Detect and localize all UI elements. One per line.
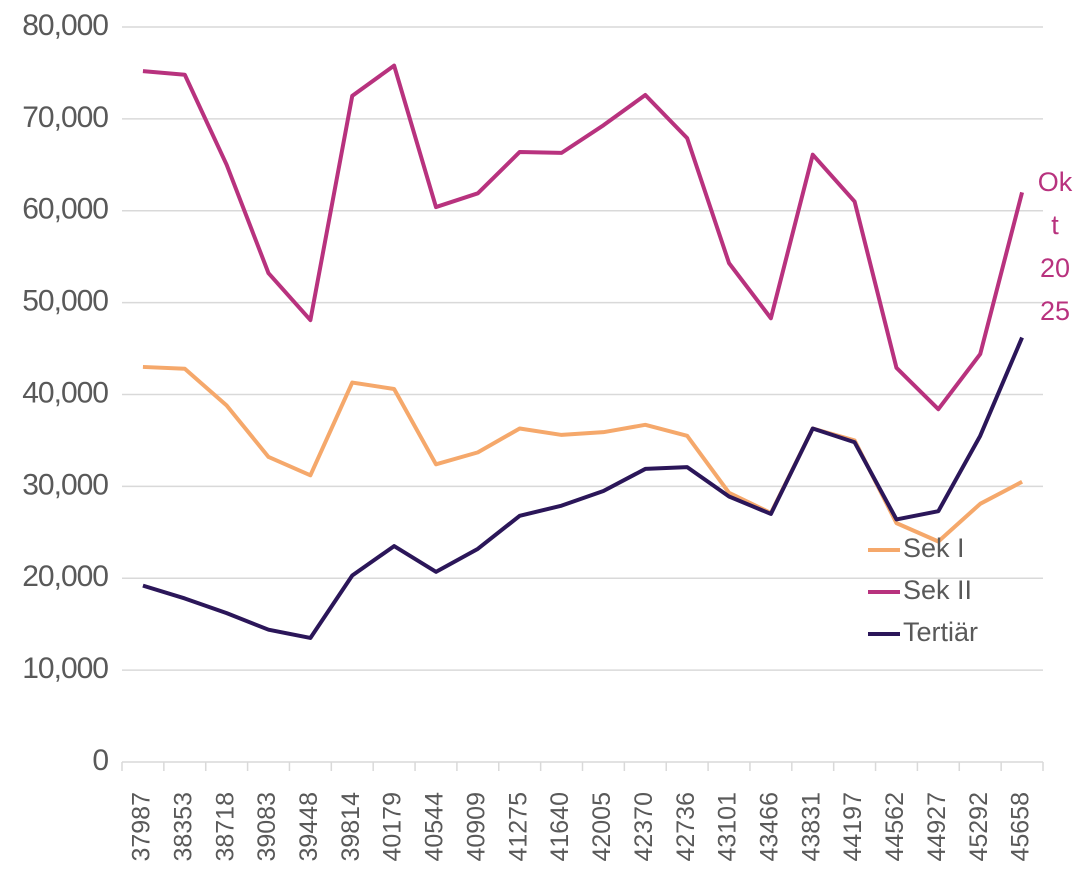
- x-tick-label: 42370: [630, 792, 658, 862]
- x-tick-label: 37987: [128, 792, 156, 862]
- y-tick-label: 0: [92, 744, 108, 777]
- x-tick-label: 43466: [755, 792, 783, 862]
- x-tick-label: 41640: [546, 792, 574, 862]
- x-tick-label: 45292: [965, 792, 993, 862]
- x-tick-label: 44927: [923, 792, 951, 862]
- series-line: [142, 63, 1025, 412]
- y-tick-label: 70,000: [22, 101, 108, 134]
- x-tick-label: 42736: [672, 792, 700, 862]
- x-tick-label: 40909: [462, 792, 490, 862]
- x-tick-label: 44197: [839, 792, 867, 862]
- x-tick-label: 39814: [337, 792, 365, 862]
- x-tick-label: 43831: [797, 792, 825, 862]
- annotation-line: Ok: [1038, 167, 1073, 197]
- annotation: Ok t 20 25: [1038, 167, 1073, 326]
- legend-label: Sek I: [903, 533, 965, 563]
- x-tick-label: 39083: [253, 792, 281, 862]
- series-line: [142, 364, 1024, 544]
- series-line: [142, 336, 1024, 640]
- annotation-line: 25: [1040, 296, 1070, 326]
- legend-label: Tertiär: [903, 617, 978, 647]
- x-tick-label: 39448: [295, 792, 323, 862]
- x-tick-label: 43101: [714, 792, 742, 862]
- annotation-line: t: [1051, 210, 1059, 240]
- x-tick-label: 45658: [1007, 792, 1035, 862]
- x-tick-label: 44562: [881, 792, 909, 862]
- x-tick-label: 38718: [211, 792, 239, 862]
- x-tick-label: 40179: [379, 792, 407, 862]
- legend-label: Sek II: [903, 575, 972, 605]
- x-tick-label: 42005: [588, 792, 616, 862]
- y-tick-label: 50,000: [22, 285, 108, 318]
- x-tick-label: 41275: [504, 792, 532, 862]
- y-tick-label: 10,000: [22, 652, 108, 685]
- y-tick-label: 20,000: [22, 560, 108, 593]
- y-tick-label: 80,000: [22, 9, 108, 42]
- y-tick-label: 40,000: [22, 376, 108, 409]
- x-tick-label: 38353: [169, 792, 197, 862]
- y-tick-label: 60,000: [22, 193, 108, 226]
- y-tick-label: 30,000: [22, 468, 108, 501]
- annotation-line: 20: [1040, 253, 1070, 283]
- x-tick-label: 40544: [421, 792, 449, 862]
